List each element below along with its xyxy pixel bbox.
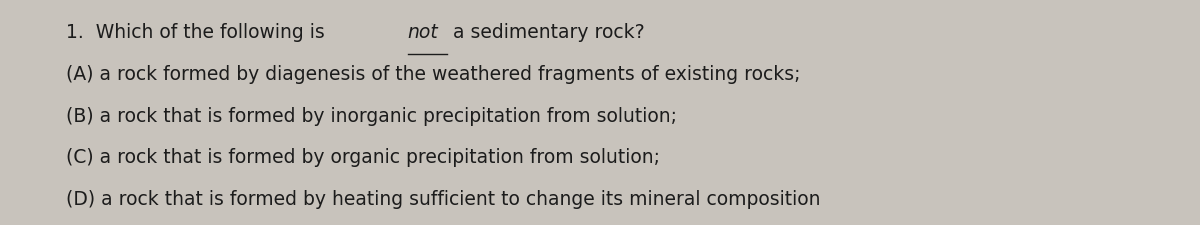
- Text: (D) a rock that is formed by heating sufficient to change its mineral compositio: (D) a rock that is formed by heating suf…: [66, 190, 821, 209]
- Text: not: not: [408, 23, 438, 42]
- Text: 1.  Which of the following is: 1. Which of the following is: [66, 23, 331, 42]
- Text: (C) a rock that is formed by organic precipitation from solution;: (C) a rock that is formed by organic pre…: [66, 148, 660, 167]
- Text: (B) a rock that is formed by inorganic precipitation from solution;: (B) a rock that is formed by inorganic p…: [66, 106, 677, 126]
- Text: a sedimentary rock?: a sedimentary rock?: [448, 23, 644, 42]
- Text: (A) a rock formed by diagenesis of the weathered fragments of existing rocks;: (A) a rock formed by diagenesis of the w…: [66, 65, 800, 84]
